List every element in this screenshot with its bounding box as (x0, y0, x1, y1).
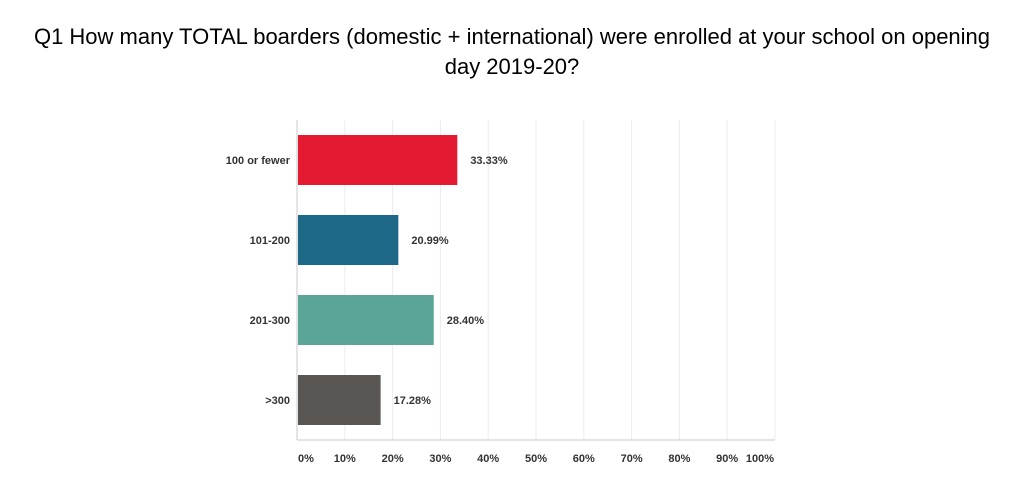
x-tick-label: 70% (621, 453, 643, 465)
x-tick-label: 20% (382, 453, 404, 465)
grid-lines (344, 120, 776, 440)
data-label: 28.40% (447, 315, 485, 327)
data-label: 17.28% (394, 395, 432, 407)
axes: 0% 10% 20% 30% 40% 50% 60% 70% 80% 90% 100% (296, 120, 775, 465)
category-label: 101-200 (250, 235, 290, 247)
x-tick-label: 30% (429, 453, 451, 465)
bar-1 (298, 135, 458, 185)
x-tick-label: 40% (477, 453, 499, 465)
bar-2 (298, 215, 399, 265)
data-label: 33.33% (470, 155, 508, 167)
bar-3 (298, 295, 434, 345)
bar-4 (298, 375, 381, 425)
bars (298, 135, 458, 425)
category-label: >300 (265, 395, 290, 407)
data-label: 20.99% (411, 235, 449, 247)
category-label: 201-300 (250, 315, 290, 327)
x-tick-label: 90% (716, 453, 738, 465)
x-tick-label: 10% (334, 453, 356, 465)
x-tick-label: 60% (573, 453, 595, 465)
x-tick-label: 80% (668, 453, 690, 465)
x-tick-label: 100% (746, 453, 774, 465)
chart-title: Q1 How many TOTAL boarders (domestic + i… (33, 24, 991, 79)
x-tick-label: 50% (525, 453, 547, 465)
category-label: 100 or fewer (226, 155, 291, 167)
x-tick-label: 0% (298, 453, 314, 465)
labels: 100 or fewer 33.33% 101-200 20.99% 201-300 28… (226, 155, 508, 407)
